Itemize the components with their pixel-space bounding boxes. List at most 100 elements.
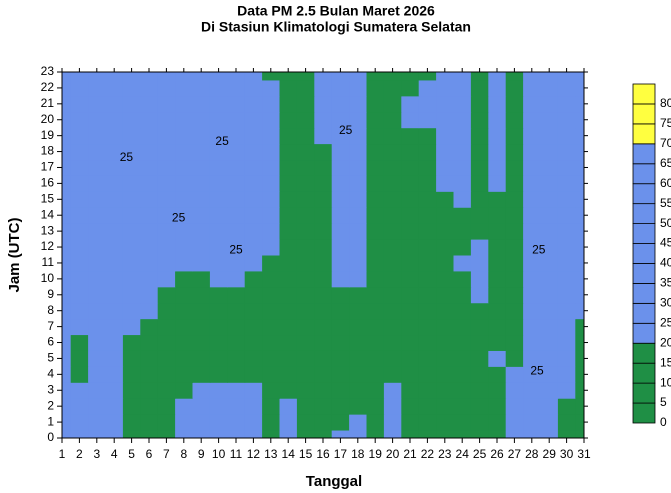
contour-cell <box>262 95 280 113</box>
contour-cell <box>62 175 72 192</box>
contour-cell <box>418 111 437 129</box>
contour-cell <box>523 191 541 208</box>
contour-cell <box>470 127 489 145</box>
contour-cell <box>70 95 89 113</box>
contour-cell <box>314 191 333 208</box>
y-tick-label: 0 <box>47 430 54 444</box>
contour-cell <box>436 207 454 224</box>
contour-cell <box>470 414 489 431</box>
contour-cell <box>227 382 246 399</box>
contour-cell <box>557 334 576 351</box>
contour-cell <box>227 302 246 320</box>
contour-cell <box>192 318 211 336</box>
contour-cell <box>418 72 437 81</box>
contour-cell <box>175 127 193 145</box>
contour-cell <box>192 72 211 81</box>
contour-cell <box>557 366 576 383</box>
contour-cell <box>349 95 367 113</box>
contour-cell <box>262 430 280 438</box>
contour-cell <box>436 143 454 161</box>
contour-cell <box>366 223 385 240</box>
contour-cell <box>62 127 72 145</box>
contour-cell <box>122 223 141 240</box>
contour-cell <box>540 334 559 351</box>
contour-cell <box>175 207 193 224</box>
contour-label: 25 <box>339 123 353 137</box>
contour-cell <box>557 159 576 176</box>
contour-cell <box>523 223 541 240</box>
contour-cell <box>575 414 584 431</box>
contour-cell <box>505 270 524 288</box>
contour-cell <box>88 255 106 272</box>
contour-cell <box>523 159 541 176</box>
contour-cell <box>488 430 507 438</box>
contour-cell <box>401 414 420 431</box>
contour-cell <box>557 111 576 129</box>
contour-cell <box>401 127 420 145</box>
contour-cell <box>488 79 507 97</box>
contour-cell <box>505 111 524 129</box>
contour-cell <box>70 430 89 438</box>
contour-cell <box>62 223 72 240</box>
contour-cell <box>296 239 315 256</box>
contour-cell <box>262 286 280 304</box>
colorbar-tick-label: 20 <box>660 335 671 349</box>
y-tick-label: 13 <box>41 223 55 237</box>
contour-cell <box>488 143 507 161</box>
contour-cell <box>575 318 584 336</box>
contour-cell <box>175 350 193 367</box>
contour-cell <box>505 175 524 192</box>
contour-cell <box>262 366 280 383</box>
contour-cell <box>192 95 211 113</box>
contour-cell <box>349 302 367 320</box>
colorbar-tick-label: 15 <box>660 355 671 369</box>
contour-cell <box>157 270 176 288</box>
contour-cell <box>418 79 437 97</box>
contour-cell <box>366 111 385 129</box>
contour-cell <box>140 223 159 240</box>
contour-cell <box>453 414 472 431</box>
contour-cell <box>418 207 437 224</box>
contour-cell <box>470 318 489 336</box>
contour-cell <box>575 191 584 208</box>
contour-cell <box>505 72 524 81</box>
contour-cell <box>557 286 576 304</box>
contour-cell <box>227 239 246 256</box>
contour-cell <box>540 366 559 383</box>
contour-cell <box>575 159 584 176</box>
y-tick-label: 11 <box>42 255 55 269</box>
x-tick-label: 22 <box>421 447 435 461</box>
contour-cell <box>262 382 280 399</box>
contour-cell <box>314 127 333 145</box>
contour-cell <box>175 270 193 288</box>
contour-cell <box>244 143 263 161</box>
contour-cell <box>279 79 298 97</box>
contour-cell <box>331 239 350 256</box>
contour-cell <box>296 223 315 240</box>
contour-cell <box>383 270 402 288</box>
contour-cell <box>122 143 141 161</box>
contour-cell <box>62 143 72 161</box>
contour-cell <box>314 159 333 176</box>
contour-cell <box>314 72 333 81</box>
x-tick-label: 26 <box>490 447 504 461</box>
contour-cell <box>523 270 541 288</box>
contour-cell <box>540 79 559 97</box>
contour-cell <box>140 72 159 81</box>
contour-cell <box>401 286 420 304</box>
colorbar-bin <box>632 263 656 284</box>
contour-cell <box>488 318 507 336</box>
contour-cell <box>505 95 524 113</box>
contour-cell <box>488 191 507 208</box>
contour-cell <box>140 207 159 224</box>
contour-cell <box>175 430 193 438</box>
contour-cell <box>470 191 489 208</box>
contour-cell <box>279 72 298 81</box>
contour-cell <box>122 159 141 176</box>
contour-cell <box>557 127 576 145</box>
contour-cell <box>401 111 420 129</box>
colorbar-bin <box>632 163 656 185</box>
contour-cell <box>62 398 72 415</box>
contour-cell <box>192 239 211 256</box>
colorbar-tick-label: 35 <box>660 276 671 290</box>
